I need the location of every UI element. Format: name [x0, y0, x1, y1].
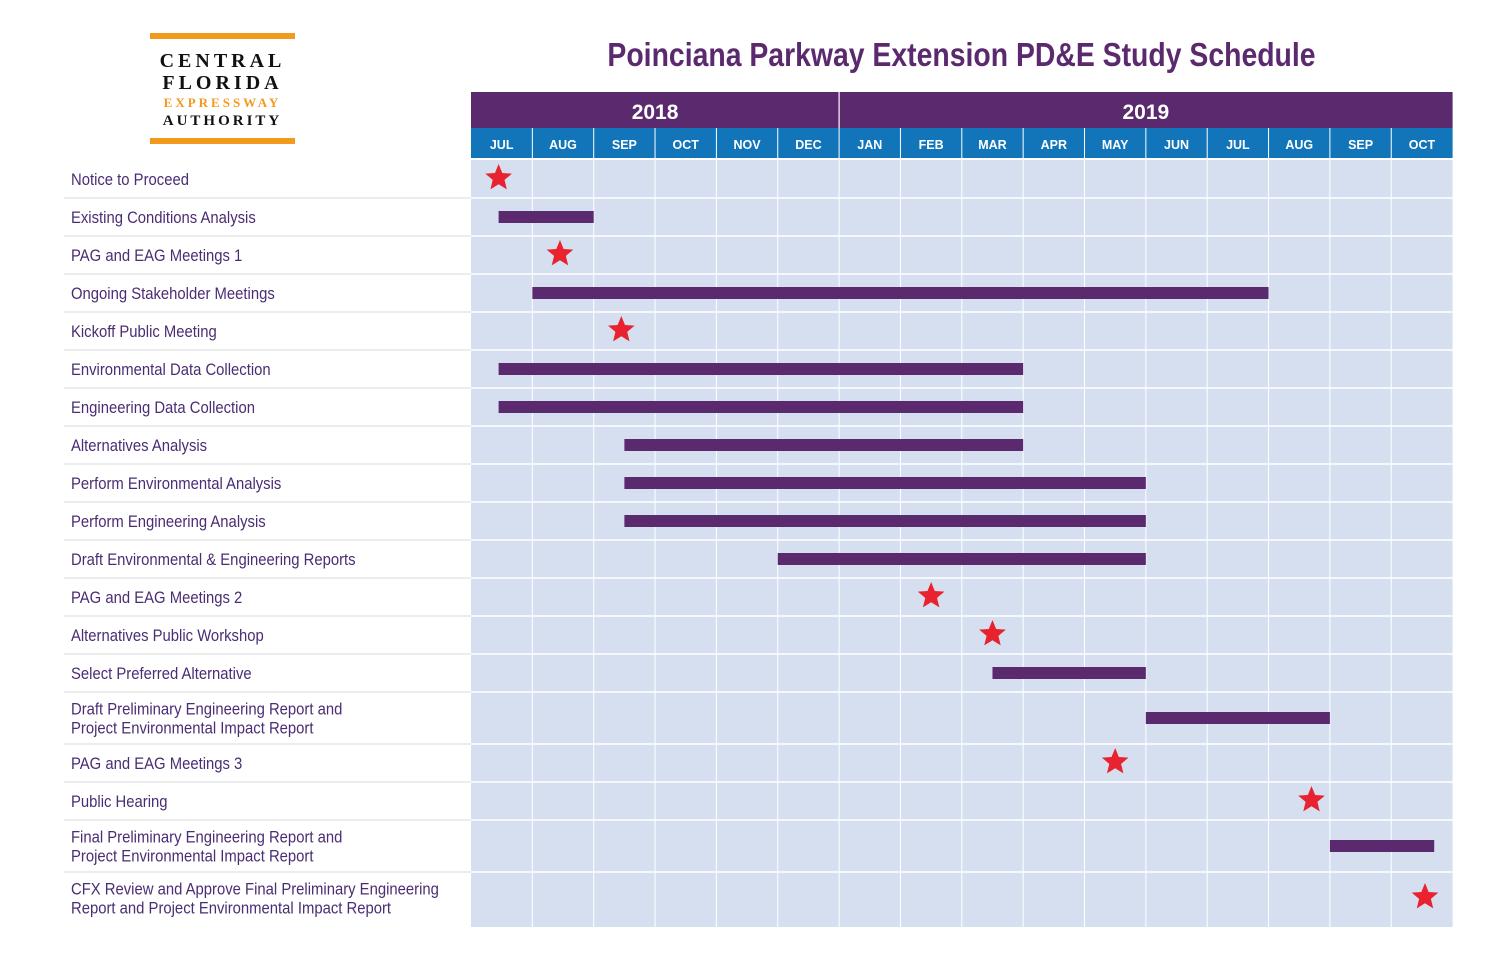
- task-label: Project Environmental Impact Report: [71, 848, 314, 866]
- task-label: Select Preferred Alternative: [71, 665, 252, 683]
- milestone-star: [1101, 748, 1129, 774]
- task-label: CFX Review and Approve Final Preliminary…: [71, 881, 439, 899]
- milestone-star: [917, 582, 945, 608]
- milestone-star: [979, 620, 1006, 646]
- month-label: FEB: [919, 138, 944, 152]
- task-label: Perform Environmental Analysis: [71, 475, 281, 493]
- month-label: SEP: [1348, 138, 1373, 152]
- milestone-star: [485, 164, 512, 190]
- task-bar: [624, 477, 1146, 489]
- task-label: Draft Preliminary Engineering Report and: [71, 701, 342, 719]
- month-label: JUL: [1226, 138, 1250, 152]
- task-label: Alternatives Public Workshop: [71, 627, 264, 645]
- logo-line-3: EXPRESSWAY: [163, 95, 282, 110]
- month-label: APR: [1041, 138, 1067, 152]
- month-label: NOV: [734, 138, 762, 152]
- month-label: MAY: [1102, 138, 1129, 152]
- task-label: Draft Environmental & Engineering Report…: [71, 551, 356, 569]
- year-header-2018: [471, 92, 840, 128]
- year-label: 2019: [1122, 101, 1169, 124]
- task-label: Report and Project Environmental Impact …: [71, 900, 392, 918]
- logo-line-2: FLORIDA: [162, 72, 283, 94]
- task-label: Ongoing Stakeholder Meetings: [71, 285, 275, 303]
- task-label: Existing Conditions Analysis: [71, 209, 256, 227]
- task-label: PAG and EAG Meetings 3: [71, 755, 243, 773]
- year-header-2019: [839, 92, 1453, 128]
- logo-bottom-bar: [150, 138, 295, 144]
- month-label: JUN: [1164, 138, 1189, 152]
- task-label: PAG and EAG Meetings 2: [71, 589, 242, 607]
- task-label: Kickoff Public Meeting: [71, 323, 217, 341]
- task-bar: [498, 211, 594, 223]
- task-bar: [624, 439, 1024, 451]
- milestone-star: [1298, 786, 1325, 812]
- task-label: Perform Engineering Analysis: [71, 513, 266, 531]
- task-bar: [1329, 840, 1435, 852]
- month-label: JUL: [490, 138, 514, 152]
- logo-line-4: AUTHORITY: [162, 113, 283, 129]
- milestone-star: [1411, 883, 1439, 909]
- year-label: 2018: [632, 101, 679, 124]
- month-label: SEP: [612, 138, 637, 152]
- task-bar: [498, 363, 1024, 375]
- chart-title: Poinciana Parkway Extension PD&E Study S…: [607, 36, 1316, 73]
- month-label: JAN: [857, 138, 882, 152]
- task-bar: [1145, 712, 1330, 724]
- month-label: OCT: [673, 138, 700, 152]
- logo-line-1: CENTRAL: [159, 50, 286, 72]
- month-label: AUG: [1285, 138, 1313, 152]
- task-bar: [777, 553, 1146, 565]
- task-label: PAG and EAG Meetings 1: [71, 247, 242, 265]
- task-label: Alternatives Analysis: [71, 437, 207, 455]
- month-label: OCT: [1409, 138, 1436, 152]
- task-label: Notice to Proceed: [71, 171, 189, 189]
- task-label: Project Environmental Impact Report: [71, 720, 314, 738]
- task-label: Engineering Data Collection: [71, 399, 255, 417]
- task-bar: [624, 515, 1146, 527]
- month-label: DEC: [795, 138, 821, 152]
- task-bar: [532, 287, 1269, 299]
- month-label: AUG: [549, 138, 577, 152]
- logo-top-bar: [150, 33, 295, 39]
- milestone-star: [607, 316, 635, 342]
- task-label: Final Preliminary Engineering Report and: [71, 829, 342, 847]
- task-label: Environmental Data Collection: [71, 361, 271, 379]
- cfx-logo: CENTRAL FLORIDA EXPRESSWAY AUTHORITY: [150, 33, 295, 144]
- milestone-star: [546, 240, 574, 266]
- task-bar: [498, 401, 1024, 413]
- task-label: Public Hearing: [71, 793, 168, 811]
- task-bar: [992, 667, 1146, 679]
- month-label: MAR: [978, 138, 1006, 152]
